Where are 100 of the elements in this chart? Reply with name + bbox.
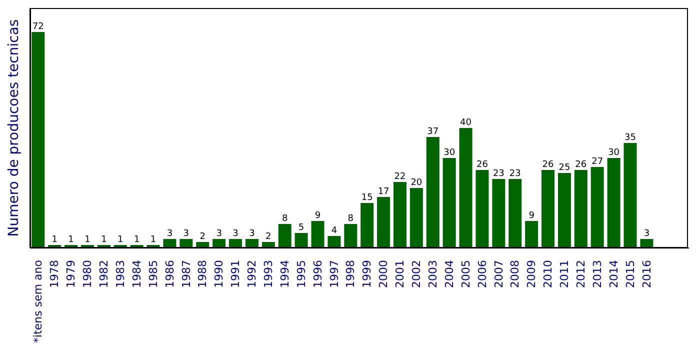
data-label: 23 [509,169,521,179]
bar [442,158,456,248]
x-tick-label: 2001 [394,260,407,288]
data-label: 3 [644,229,650,239]
bar [590,167,604,248]
y-axis-title: Numero de producoes tecnicas [6,19,22,237]
data-label: 35 [624,133,636,143]
x-tick-label: 1999 [360,260,374,288]
data-label: 8 [348,214,354,224]
bar [311,221,324,248]
data-label: 3 [166,229,173,239]
x-tick-label: 1985 [146,260,160,288]
data-label: 2 [200,232,206,242]
x-tick-label: 1987 [180,260,193,288]
bar [476,170,489,248]
x-tick-label: 2006 [476,260,489,288]
data-label: 1 [68,235,74,245]
x-tick-label: 1979 [64,260,78,288]
x-tick-label: 1994 [278,260,292,288]
bar [542,170,555,248]
x-tick-label: 1996 [311,260,324,288]
bar [294,233,308,248]
bar [377,197,390,248]
data-label: 1 [52,235,58,245]
data-label: 2 [266,232,272,242]
bar [459,128,472,248]
bar [410,188,423,248]
data-label: 40 [460,118,472,128]
x-tick-label: 2008 [508,260,522,288]
x-tick-label: 2010 [542,260,555,288]
bar [360,203,374,248]
x-tick-label: 1990 [212,260,226,288]
data-label: 9 [314,211,321,221]
bar [508,179,522,248]
x-tick-label: 1984 [130,260,144,288]
x-tick-label: 1993 [262,260,275,288]
x-tick-label: 1997 [328,260,341,288]
x-tick-label: 2014 [607,260,620,288]
data-label: 1 [101,235,107,245]
x-tick-label: 2013 [590,260,604,288]
data-label: 3 [249,229,255,239]
data-label: 1 [150,235,156,245]
x-tick-label: 1978 [48,260,62,288]
x-tick-label: 2007 [492,260,506,288]
bar [558,173,571,248]
data-label: 1 [134,235,140,245]
data-label: 4 [331,226,338,236]
data-label: 3 [183,229,190,239]
data-label: 15 [361,193,373,203]
x-tick-label: 2004 [442,260,456,288]
data-label: 1 [118,235,124,245]
x-tick-label: 2011 [558,260,572,288]
data-label: 22 [394,172,406,182]
x-tick-label: 1982 [98,260,111,288]
bar [278,224,292,248]
data-label: 20 [410,178,422,188]
bar [525,221,538,248]
bar [492,179,506,248]
x-tick-label: 2002 [410,260,424,288]
x-tick-label: 1992 [246,260,259,288]
data-label: 3 [232,229,238,239]
x-tick-label: 2005 [459,260,472,288]
data-label: 37 [427,127,439,137]
data-label: 3 [216,229,222,239]
bar [624,143,637,248]
bar [426,137,440,248]
data-label: 17 [378,187,390,197]
bar [607,158,620,248]
x-tick-label: 2012 [574,260,588,288]
data-label: 25 [558,163,570,173]
bar [32,32,45,248]
bar [328,236,341,248]
data-label: 30 [608,148,620,158]
data-label: 5 [298,223,304,233]
x-tick-label: 1986 [163,260,176,288]
x-tick-label: 2016 [640,260,654,288]
x-tick-label: 1998 [344,260,358,288]
x-tick-label: 1988 [196,260,210,288]
data-label: 9 [528,211,535,221]
x-tick-label: 1980 [81,260,94,288]
bar [344,224,358,248]
data-label: 72 [32,22,44,32]
x-tick-label: 1995 [294,260,308,288]
data-label: 23 [492,169,504,179]
data-label: 1 [84,235,90,245]
data-label: 26 [476,160,488,170]
x-tick-label: 1983 [114,260,127,288]
x-tick-label: 2000 [377,260,390,288]
data-label: 26 [542,160,554,170]
x-tick-label: *itens sem ano [32,260,45,343]
x-tick-label: 1991 [229,260,242,288]
data-label: 30 [444,148,456,158]
x-tick-label: 2003 [426,260,440,288]
data-label: 26 [575,160,587,170]
data-label: 8 [282,214,288,224]
x-tick-label: 2009 [525,260,538,288]
data-label: 27 [592,157,604,167]
bar [393,182,406,248]
x-tick-label: 2015 [624,260,637,288]
bar [574,170,588,248]
